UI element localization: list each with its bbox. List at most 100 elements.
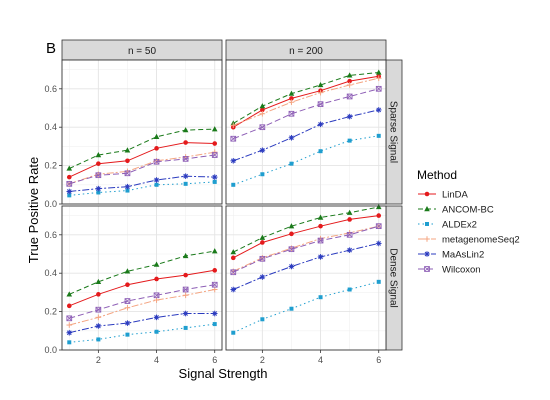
legend-marker bbox=[424, 266, 430, 272]
marker-shape bbox=[346, 231, 353, 238]
series-line bbox=[69, 250, 215, 295]
marker-shape bbox=[375, 85, 382, 92]
marker-shape bbox=[424, 266, 430, 272]
marker-shape bbox=[153, 159, 160, 165]
marker-shape bbox=[66, 291, 73, 297]
marker-shape bbox=[318, 149, 323, 154]
marker-shape bbox=[96, 161, 101, 166]
series-line bbox=[233, 72, 379, 124]
marker-shape bbox=[260, 240, 265, 245]
marker-shape bbox=[124, 147, 131, 153]
data-point bbox=[96, 292, 101, 297]
marker-shape bbox=[376, 241, 382, 246]
marker-shape bbox=[376, 86, 382, 92]
marker-shape bbox=[153, 133, 160, 139]
marker-shape bbox=[212, 174, 218, 180]
legend-label: metagenomeSeq2 bbox=[442, 235, 520, 246]
series-line bbox=[69, 313, 215, 334]
panel-background bbox=[62, 60, 222, 204]
legend-marker bbox=[424, 191, 430, 197]
marker-shape bbox=[317, 101, 324, 107]
y-tick-label: 0.2 bbox=[44, 307, 57, 317]
marker-shape bbox=[376, 133, 381, 138]
marker-shape bbox=[259, 234, 266, 240]
x-tick-label: 6 bbox=[376, 355, 381, 365]
marker-shape bbox=[183, 181, 188, 186]
marker-shape bbox=[125, 282, 130, 288]
x-tick-label: 4 bbox=[154, 355, 159, 365]
data-point bbox=[96, 190, 101, 195]
marker-shape bbox=[288, 111, 295, 117]
marker-shape bbox=[289, 161, 294, 166]
data-point bbox=[230, 122, 237, 129]
marker-shape bbox=[66, 330, 72, 336]
marker-shape bbox=[260, 172, 265, 177]
legend-label: ANCOM-BC bbox=[442, 205, 494, 216]
marker-shape bbox=[96, 337, 101, 342]
series-line bbox=[69, 151, 215, 185]
marker-shape bbox=[347, 78, 352, 84]
data-point bbox=[211, 152, 218, 158]
marker-shape bbox=[376, 223, 382, 229]
data-point bbox=[317, 81, 324, 88]
data-point bbox=[375, 107, 382, 113]
marker-shape bbox=[288, 90, 295, 96]
marker-shape bbox=[125, 158, 130, 164]
legend-marker bbox=[424, 251, 430, 257]
series-line bbox=[233, 225, 379, 272]
data-point bbox=[260, 107, 265, 113]
marker-shape bbox=[125, 184, 130, 190]
marker-shape bbox=[317, 237, 324, 244]
data-point bbox=[259, 255, 266, 262]
marker-shape bbox=[259, 103, 266, 109]
marker-shape bbox=[153, 261, 160, 267]
y-tick-label: 0.2 bbox=[44, 161, 57, 171]
marker-shape bbox=[211, 281, 218, 288]
data-point bbox=[211, 286, 218, 293]
marker-shape bbox=[375, 223, 382, 230]
facet-strip-column-label: n = 50 bbox=[128, 46, 157, 57]
data-point bbox=[66, 180, 73, 187]
data-point bbox=[259, 234, 266, 240]
marker-shape bbox=[212, 311, 218, 316]
x-tick-label: 6 bbox=[212, 355, 217, 365]
panel-background bbox=[226, 206, 386, 350]
y-tick-label: 0.6 bbox=[44, 230, 57, 240]
marker-shape bbox=[153, 292, 160, 298]
series-line bbox=[69, 142, 215, 178]
marker-shape bbox=[260, 107, 265, 113]
marker-shape bbox=[182, 156, 189, 162]
marker-shape bbox=[289, 231, 294, 237]
marker-shape bbox=[125, 320, 130, 326]
panel-label: B bbox=[46, 40, 56, 57]
marker-shape bbox=[183, 272, 188, 278]
x-tick-label: 2 bbox=[96, 355, 101, 365]
series-line bbox=[69, 269, 215, 307]
data-point bbox=[289, 306, 294, 311]
data-point bbox=[154, 146, 159, 151]
series-line bbox=[233, 225, 379, 273]
marker-shape bbox=[95, 152, 102, 158]
marker-shape bbox=[182, 286, 189, 293]
marker-shape bbox=[425, 222, 429, 226]
data-point bbox=[95, 172, 102, 179]
marker-shape bbox=[260, 317, 265, 322]
data-point bbox=[153, 297, 160, 303]
series-line bbox=[69, 175, 215, 192]
marker-shape bbox=[183, 173, 188, 179]
panel-background bbox=[62, 206, 222, 350]
marker-shape bbox=[288, 110, 295, 117]
marker-shape bbox=[67, 340, 72, 345]
data-point bbox=[95, 152, 102, 158]
marker-shape bbox=[346, 93, 353, 100]
marker-shape bbox=[67, 193, 72, 198]
marker-shape bbox=[288, 223, 295, 229]
data-point bbox=[95, 185, 102, 192]
data-point bbox=[154, 276, 159, 282]
series-line bbox=[233, 206, 379, 253]
data-point bbox=[125, 158, 130, 164]
data-point bbox=[66, 322, 73, 328]
marker-shape bbox=[424, 191, 430, 197]
marker-shape bbox=[95, 172, 102, 179]
series-line bbox=[69, 289, 215, 326]
